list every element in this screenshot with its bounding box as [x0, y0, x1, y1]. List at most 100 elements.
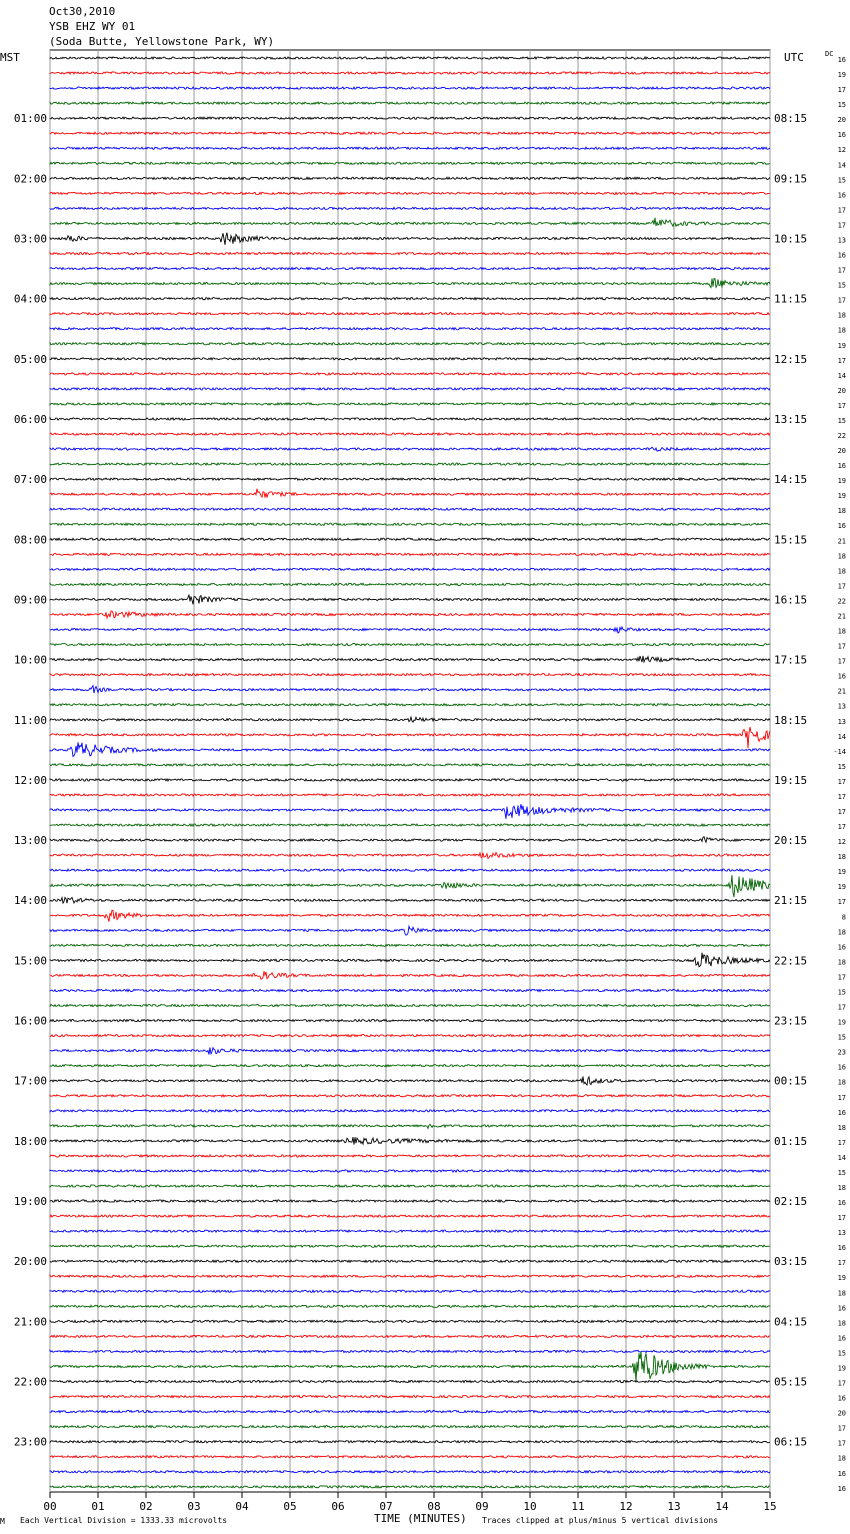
trace-line [49, 431, 771, 437]
trace-line [49, 1409, 771, 1414]
dc-offset-label: 17 [838, 1139, 846, 1147]
dc-offset-label: 18 [838, 327, 846, 335]
dc-offset-label: 16 [838, 1304, 846, 1312]
utc-hour-label: 15:15 [774, 533, 807, 546]
dc-offset-label: 16 [838, 943, 846, 951]
station-code: YSB EHZ WY 01 [49, 20, 136, 33]
trace-line [49, 1484, 771, 1489]
trace-line [49, 371, 771, 376]
trace-line [49, 507, 771, 512]
trace-line [49, 777, 771, 783]
dc-offset-label: 17 [838, 1380, 846, 1388]
mst-hour-label: 18:00 [14, 1135, 47, 1148]
dc-offset-label: 13 [838, 718, 846, 726]
trace-line [49, 715, 771, 724]
x-tick-label: 12 [619, 1500, 632, 1513]
clip-note: Traces clipped at plus/minus 5 vertical … [482, 1516, 718, 1525]
dc-offset-label: 17 [838, 1425, 846, 1433]
dc-offset-label: 16 [838, 252, 846, 260]
trace-line [49, 702, 771, 707]
trace-line [49, 341, 771, 346]
dc-offset-label: 19 [838, 492, 846, 500]
dc-offset-label: 19 [838, 1019, 846, 1027]
dc-offset-label: 16 [838, 56, 846, 64]
dc-offset-label: 17 [838, 793, 846, 801]
trace-line [49, 762, 771, 768]
dc-offset-label: 17 [838, 898, 846, 906]
trace-line [49, 625, 771, 634]
utc-hour-label: 18:15 [774, 714, 807, 727]
trace-line [49, 191, 771, 196]
dc-offset-label: 14 [838, 372, 846, 380]
mst-hour-label: 07:00 [14, 473, 47, 486]
mst-hour-label: 22:00 [14, 1376, 47, 1389]
utc-hour-label: 10:15 [774, 232, 807, 245]
trace-line [49, 86, 771, 90]
utc-hour-label: 05:15 [774, 1376, 807, 1389]
trace-line [49, 146, 771, 151]
trace-line [49, 461, 771, 467]
dc-offset-label: 14 [838, 733, 846, 741]
trace-line [49, 1033, 771, 1038]
dc-offset-label: 20 [838, 387, 846, 395]
trace-line [49, 416, 771, 421]
trace-line [49, 1289, 771, 1294]
mst-hour-label: 17:00 [14, 1075, 47, 1088]
dc-offset-label: 13 [838, 703, 846, 711]
mst-hour-label: 14:00 [14, 894, 47, 907]
utc-hour-label: 00:15 [774, 1075, 807, 1088]
trace-line [49, 822, 771, 828]
trace-line [49, 131, 771, 136]
trace-line [49, 726, 771, 749]
trace-line [49, 567, 771, 572]
dc-offset-label: 22 [838, 597, 846, 605]
dc-offset-label: 16 [838, 1395, 846, 1403]
grid-lines [49, 49, 771, 1498]
dc-offset-label: 18 [838, 628, 846, 636]
dc-offset-label: 20 [838, 116, 846, 124]
mst-hour-label: 10:00 [14, 654, 47, 667]
dc-offset-label: 17 [838, 778, 846, 786]
trace-line [49, 446, 771, 452]
dc-offset-label: 20 [838, 1410, 846, 1418]
utc-hour-label: 02:15 [774, 1195, 807, 1208]
trace-line [49, 401, 771, 407]
mst-hour-label: 20:00 [14, 1255, 47, 1268]
utc-hour-label: 04:15 [774, 1315, 807, 1328]
utc-hour-label: 23:15 [774, 1015, 807, 1028]
trace-line [49, 1153, 771, 1158]
mst-hour-label: 09:00 [14, 593, 47, 606]
scale-note: Each Vertical Division = 1333.33 microvo… [20, 1516, 227, 1525]
trace-line [49, 277, 771, 289]
trace-line [49, 582, 771, 587]
trace-line [49, 868, 771, 873]
mst-hour-label: 08:00 [14, 533, 47, 546]
trace-line [49, 296, 771, 301]
dc-offset-label: 16 [838, 1064, 846, 1072]
trace-line [49, 311, 771, 316]
dc-offset-label: 17 [838, 1259, 846, 1267]
dc-offset-label: 17 [838, 1004, 846, 1012]
dc-offset-label: 17 [838, 1094, 846, 1102]
trace-line [49, 1183, 771, 1189]
dc-offset-label: 14 [838, 161, 846, 169]
x-tick-label: 11 [571, 1500, 584, 1513]
trace-line [49, 55, 771, 60]
trace-line [49, 1454, 771, 1459]
chart-header: Oct30,2010 YSB EHZ WY 01 (Soda Butte, Ye… [49, 4, 274, 49]
utc-hour-label: 19:15 [774, 774, 807, 787]
dc-offset-label: 22 [838, 432, 846, 440]
trace-line [49, 835, 771, 844]
trace-line [49, 924, 771, 936]
trace-line [49, 1439, 770, 1444]
utc-hour-label: 01:15 [774, 1135, 807, 1148]
dc-offset-label: 17 [838, 357, 846, 365]
utc-hour-label: 11:15 [774, 293, 807, 306]
dc-offset-label: 13 [838, 1229, 846, 1237]
dc-offset-label: 18 [838, 1184, 846, 1192]
trace-line [49, 1319, 771, 1324]
trace-line [49, 232, 771, 245]
trace-line [49, 594, 771, 605]
trace-line [49, 176, 771, 181]
dc-offset-label: 18 [838, 1455, 846, 1463]
